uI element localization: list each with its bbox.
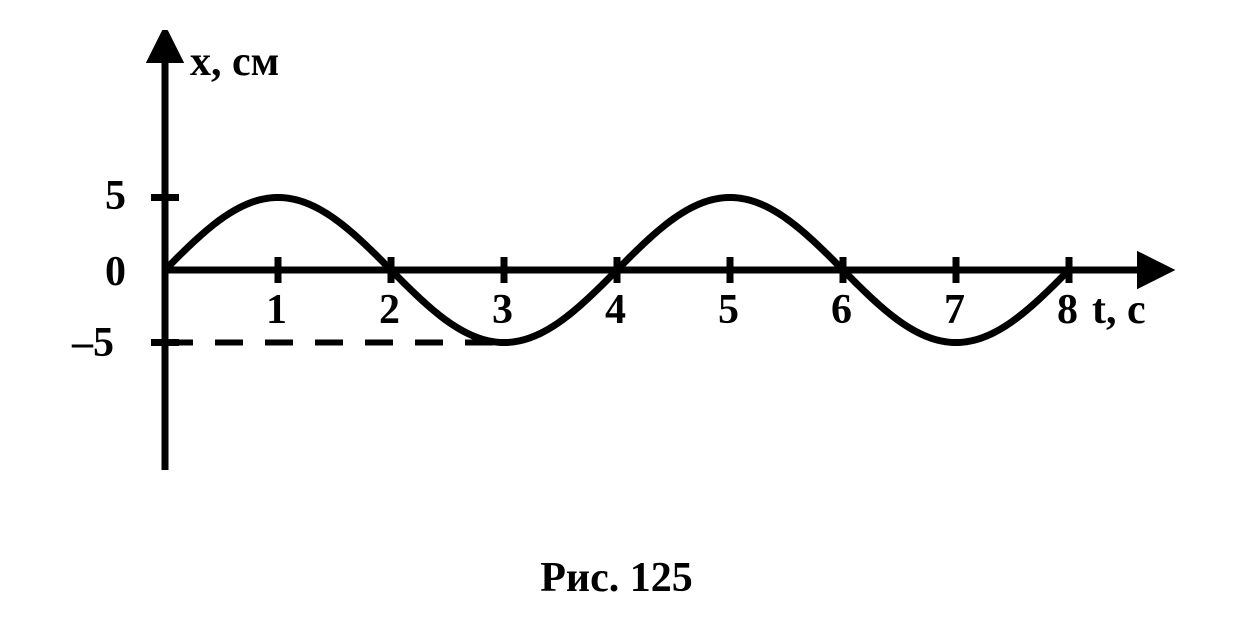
chart-svg: [60, 30, 1180, 530]
x-tick-label: 2: [379, 286, 400, 334]
x-tick-label: 3: [492, 286, 513, 334]
y-axis-label: x, см: [190, 38, 279, 86]
x-tick-label: 4: [605, 286, 626, 334]
x-tick-label: 7: [944, 286, 965, 334]
y-tick-label: 0: [105, 248, 126, 296]
x-tick-label: 1: [266, 286, 287, 334]
x-tick-label: 8: [1057, 286, 1078, 334]
x-tick-label: 6: [831, 286, 852, 334]
x-tick-label: 5: [718, 286, 739, 334]
figure-caption: Рис. 125: [0, 554, 1233, 602]
y-tick-label: 5: [105, 172, 126, 220]
y-tick-label: –5: [72, 319, 114, 367]
x-axis-label: t, с: [1092, 286, 1146, 334]
chart-area: x, см 5 0 –5 1 2 3 4 5 6 7 8 t, с: [60, 30, 1180, 530]
